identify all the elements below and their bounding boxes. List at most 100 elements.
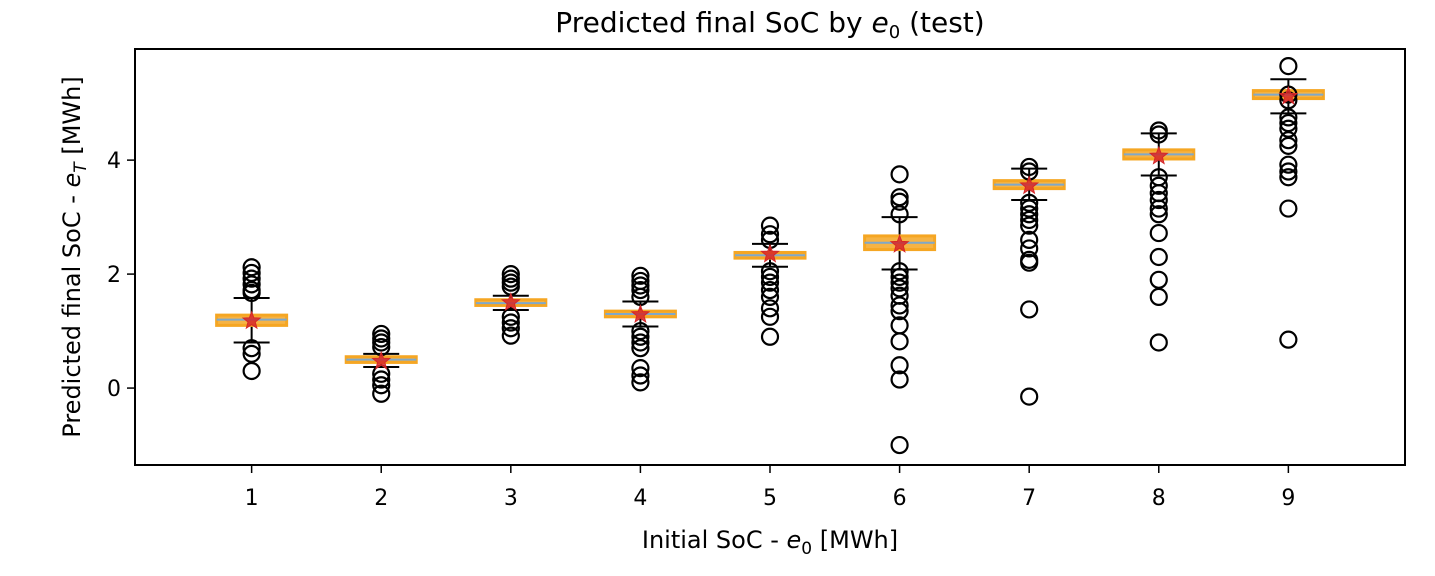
flier-point	[242, 275, 261, 294]
box-group-2	[344, 324, 418, 403]
x-axis-label: Initial SoC - e0 [MWh]	[642, 526, 898, 560]
flier-point	[1279, 155, 1298, 174]
flier-point	[1149, 176, 1168, 195]
flier-point	[1279, 108, 1298, 127]
flier-point	[242, 283, 261, 303]
flier-point	[890, 296, 909, 315]
flier-point	[372, 370, 391, 389]
flier-point	[760, 273, 780, 292]
x-tick-label: 8	[1152, 486, 1166, 511]
flier-point	[1279, 131, 1298, 150]
flier-point	[1279, 162, 1298, 181]
mean-marker	[1278, 85, 1299, 105]
flier-point	[1279, 199, 1298, 218]
flier-point	[501, 307, 520, 326]
box-group-8	[1122, 121, 1196, 352]
flier-point	[372, 376, 391, 395]
flier-point	[631, 339, 650, 358]
flier-point	[372, 384, 391, 403]
flier-point	[501, 264, 520, 284]
x-tick-label: 1	[245, 486, 259, 511]
flier-point	[1020, 387, 1039, 406]
flier-point	[760, 262, 780, 281]
mean-marker	[241, 310, 262, 330]
y-tick-label: 4	[107, 149, 121, 174]
flier-point	[890, 435, 909, 455]
mean-marker	[889, 234, 910, 253]
flier-point	[1020, 239, 1039, 258]
flier-point	[1279, 168, 1298, 187]
x-tick-label: 9	[1281, 486, 1295, 511]
flier-point	[1149, 205, 1168, 224]
flier-point	[890, 165, 909, 184]
flier-point	[372, 364, 391, 383]
mean-marker	[1148, 145, 1169, 165]
flier-point	[1149, 199, 1168, 218]
chart-title: Predicted final SoC by e0 (test)	[555, 6, 984, 45]
mean-marker	[500, 292, 521, 312]
flier-point	[760, 216, 780, 235]
flier-point	[501, 313, 520, 332]
flier-point	[501, 326, 520, 345]
mean-marker	[630, 304, 651, 323]
flier-point	[1020, 210, 1039, 230]
flier-point	[242, 361, 261, 381]
flier-point	[1279, 136, 1298, 155]
flier-point	[631, 280, 650, 300]
flier-point	[1149, 287, 1168, 306]
flier-point	[1149, 125, 1168, 144]
x-tick-label: 7	[1022, 486, 1036, 511]
flier-point	[760, 299, 780, 318]
box-group-4	[603, 266, 677, 392]
flier-point	[1149, 333, 1168, 352]
x-tick-label: 6	[893, 486, 907, 511]
box-group-1	[215, 258, 289, 381]
flier-point	[1020, 216, 1039, 235]
flier-point	[890, 273, 909, 292]
y-axis: 0 2 4	[107, 149, 135, 402]
flier-point	[1149, 270, 1168, 289]
flier-point	[631, 276, 650, 295]
mean-marker	[760, 243, 780, 263]
flier-point	[372, 324, 391, 344]
flier-point	[1149, 247, 1168, 267]
mean-marker	[1019, 175, 1040, 195]
flier-point	[1020, 230, 1039, 250]
flier-point	[501, 319, 520, 338]
flier-point	[890, 302, 909, 321]
flier-point	[631, 359, 650, 378]
box-group-9	[1251, 56, 1325, 349]
y-tick-label: 0	[107, 377, 121, 402]
x-tick-label: 4	[633, 486, 647, 511]
flier-point	[890, 267, 909, 287]
flier-point	[760, 225, 780, 244]
x-axis: 1 2 3 4 5 6 7 8 9	[245, 465, 1295, 511]
flier-point	[631, 373, 650, 392]
y-tick-label: 2	[107, 263, 121, 288]
plot-frame	[134, 48, 1406, 466]
box-group-7	[992, 157, 1066, 406]
flier-point	[890, 356, 909, 375]
flier-point	[890, 192, 909, 211]
box-group-6	[863, 165, 937, 455]
box-group-5	[733, 216, 807, 346]
x-tick-label: 3	[504, 486, 518, 511]
flier-point	[760, 327, 780, 346]
flier-point	[1020, 300, 1039, 319]
flier-point	[1020, 253, 1039, 272]
box-group-3	[474, 264, 548, 345]
flier-point	[631, 327, 650, 346]
plot-content	[215, 56, 1325, 455]
flier-point	[631, 266, 650, 285]
x-tick-label: 5	[763, 486, 777, 511]
flier-point	[1149, 190, 1168, 210]
flier-point	[890, 332, 909, 351]
flier-point	[1020, 205, 1039, 224]
flier-point	[1020, 157, 1039, 177]
x-tick-label: 2	[374, 486, 388, 511]
flier-point	[890, 370, 909, 389]
flier-point	[372, 333, 391, 352]
flier-point	[1279, 56, 1298, 76]
flier-point	[1279, 330, 1298, 349]
